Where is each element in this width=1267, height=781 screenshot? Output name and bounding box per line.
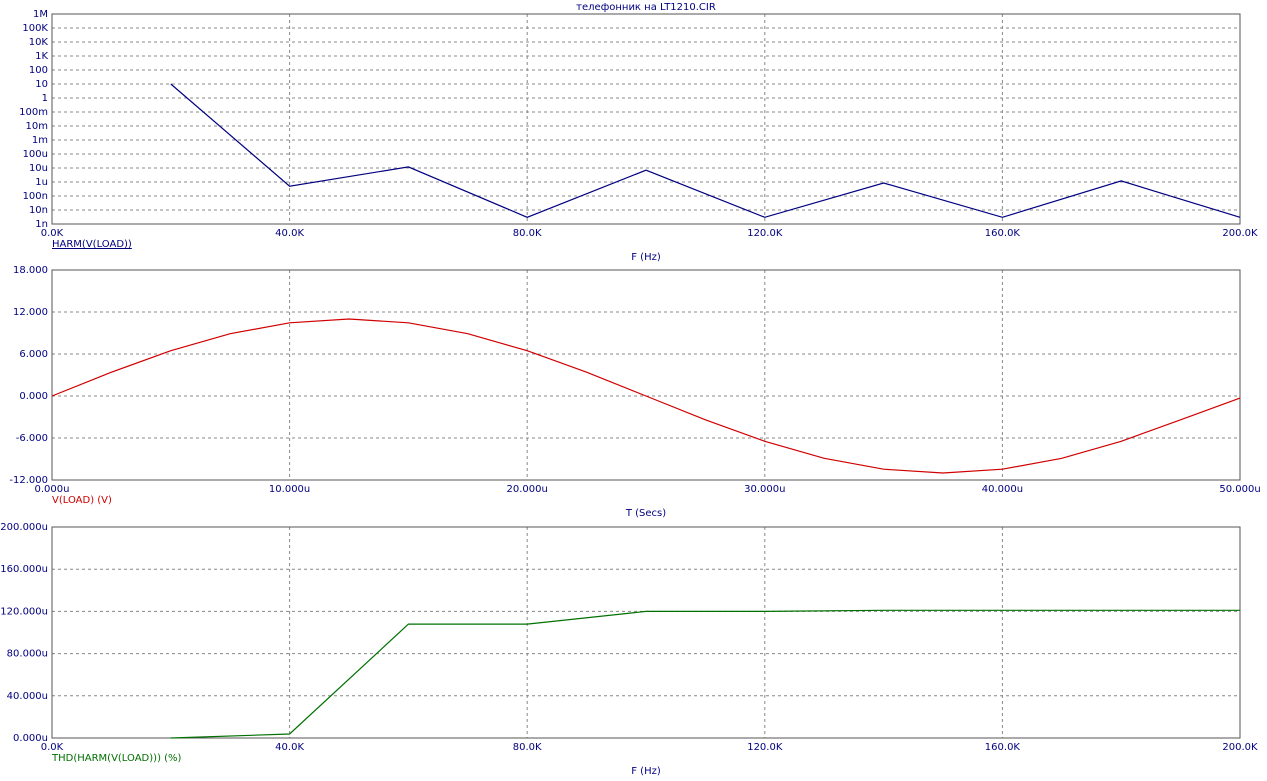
x-tick-label: 80.0K <box>513 742 542 753</box>
x-tick-label: 20.000u <box>507 484 548 495</box>
series-line <box>170 83 1241 218</box>
x-tick-label: 40.0K <box>275 742 304 753</box>
y-tick-label: 200.000u <box>0 522 48 533</box>
y-tick-label: 1n <box>35 219 48 230</box>
y-tick-label: 100n <box>23 191 48 202</box>
y-tick-label: 1 <box>42 93 48 104</box>
x-axis-label: T (Secs) <box>625 508 666 519</box>
x-tick-label: 200.0K <box>1222 742 1258 753</box>
legend-entry: HARM(V(LOAD)) <box>52 239 132 250</box>
x-tick-label: 0.0K <box>41 228 64 239</box>
y-tick-label: 6.000 <box>19 349 48 360</box>
chart-title: телефонник на LT1210.CIR <box>576 2 716 13</box>
x-tick-label: 200.0K <box>1222 228 1258 239</box>
y-tick-label: 1M <box>33 9 48 20</box>
y-tick-label: 18.000 <box>13 265 48 276</box>
x-tick-label: 10.000u <box>269 484 310 495</box>
x-axis-label: F (Hz) <box>631 252 661 263</box>
y-tick-label: 0.000u <box>13 733 48 744</box>
y-tick-label: 100u <box>23 149 48 160</box>
y-tick-label: 10u <box>29 163 48 174</box>
y-tick-label: 40.000u <box>7 691 48 702</box>
y-tick-label: 0.000 <box>19 391 48 402</box>
x-tick-label: 50.000u <box>1219 484 1260 495</box>
y-tick-label: 1K <box>35 51 48 62</box>
x-tick-label: 40.0K <box>275 228 304 239</box>
y-tick-label: 100 <box>29 65 48 76</box>
x-tick-label: 0.000u <box>35 484 70 495</box>
plot-frame <box>51 13 1241 225</box>
y-tick-label: 120.000u <box>0 606 48 617</box>
y-tick-label: 1m <box>32 135 48 146</box>
x-tick-label: 120.0K <box>747 742 783 753</box>
y-tick-label: -6.000 <box>16 433 48 444</box>
plot-frame <box>51 269 1241 481</box>
y-tick-label: 10 <box>35 79 48 90</box>
legend-entry: V(LOAD) (V) <box>52 495 112 506</box>
y-tick-label: 10m <box>26 121 48 132</box>
y-tick-label: 1u <box>35 177 48 188</box>
x-axis-label: F (Hz) <box>631 766 661 777</box>
y-tick-label: 100m <box>19 107 48 118</box>
x-tick-label: 160.0K <box>985 228 1021 239</box>
x-tick-label: 160.0K <box>985 742 1021 753</box>
y-tick-label: -12.000 <box>9 475 48 486</box>
x-tick-label: 0.0K <box>41 742 64 753</box>
x-tick-label: 30.000u <box>744 484 785 495</box>
plot-frame <box>51 526 1241 739</box>
x-tick-label: 120.0K <box>747 228 783 239</box>
series-line <box>51 318 1241 474</box>
y-tick-label: 12.000 <box>13 307 48 318</box>
y-tick-label: 80.000u <box>7 649 48 660</box>
legend-entry: THD(HARM(V(LOAD))) (%) <box>51 753 182 764</box>
x-tick-label: 80.0K <box>513 228 542 239</box>
y-tick-label: 160.000u <box>0 564 48 575</box>
y-tick-label: 100K <box>22 23 48 34</box>
series-line <box>170 609 1240 739</box>
y-tick-label: 10n <box>29 205 48 216</box>
y-tick-label: 10K <box>29 37 49 48</box>
x-tick-label: 40.000u <box>982 484 1023 495</box>
